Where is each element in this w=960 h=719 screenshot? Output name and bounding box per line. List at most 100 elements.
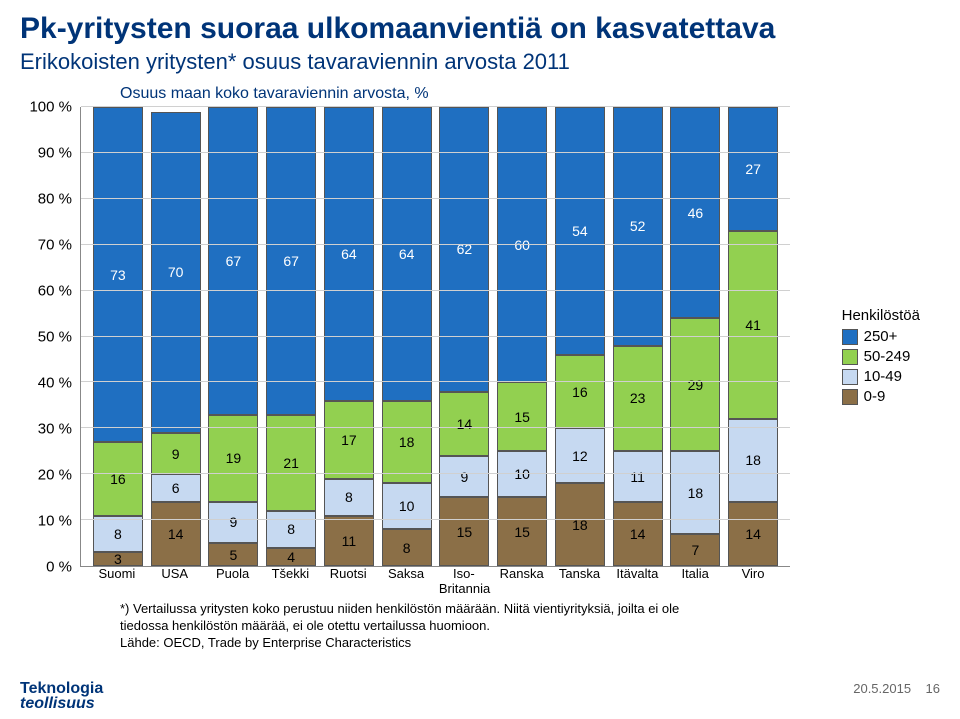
y-tick-label: 20 % bbox=[38, 467, 72, 484]
bar-segment: 67 bbox=[266, 107, 316, 415]
bar-column: 6418108 bbox=[382, 107, 432, 566]
logo-line2: teollisuus bbox=[20, 696, 103, 711]
bar-column: 27411814 bbox=[728, 107, 778, 566]
legend-swatch bbox=[842, 329, 858, 345]
logo: Teknologia teollisuus bbox=[20, 681, 103, 711]
legend-title: Henkilöstöä bbox=[842, 307, 920, 324]
y-tick-label: 10 % bbox=[38, 513, 72, 530]
x-tick-label: USA bbox=[150, 567, 200, 597]
bar-segment: 8 bbox=[93, 516, 143, 553]
x-tick-label: Saksa bbox=[381, 567, 431, 597]
y-axis: 0 %10 %20 %30 %40 %50 %60 %70 %80 %90 %1… bbox=[20, 107, 80, 567]
bars-container: 7316837096146719956721846417811641810862… bbox=[81, 107, 790, 566]
y-tick-label: 40 % bbox=[38, 375, 72, 392]
legend-item: 50-249 bbox=[842, 348, 920, 365]
bar-segment: 16 bbox=[93, 442, 143, 515]
x-tick-label: Tanska bbox=[555, 567, 605, 597]
bar-column: 6214915 bbox=[439, 107, 489, 566]
footnote-line2: tiedossa henkilöstön määrää, ei ole otet… bbox=[120, 618, 940, 635]
bar-segment: 10 bbox=[497, 451, 547, 497]
bar-segment: 67 bbox=[208, 107, 258, 415]
logo-line1: Teknologia bbox=[20, 681, 103, 696]
y-tick-label: 100 % bbox=[29, 99, 72, 116]
y-tick-label: 70 % bbox=[38, 237, 72, 254]
bar-segment: 11 bbox=[613, 451, 663, 501]
y-tick-label: 60 % bbox=[38, 283, 72, 300]
bar-column: 671995 bbox=[208, 107, 258, 566]
x-tick-label: Ruotsi bbox=[323, 567, 373, 597]
bar-segment: 15 bbox=[497, 497, 547, 566]
legend-label: 50-249 bbox=[864, 348, 911, 365]
footnote-line1: *) Vertailussa yritysten koko perustuu n… bbox=[120, 601, 940, 618]
footer-meta: 20.5.2015 16 bbox=[853, 681, 940, 711]
bar-segment: 5 bbox=[208, 543, 258, 566]
bar-column: 709614 bbox=[151, 107, 201, 566]
bar-segment: 9 bbox=[151, 433, 201, 474]
bar-segment: 14 bbox=[613, 502, 663, 566]
bar-segment: 4 bbox=[266, 548, 316, 566]
y-tick-label: 50 % bbox=[38, 329, 72, 346]
bar-segment: 10 bbox=[382, 483, 432, 529]
bar-segment: 18 bbox=[382, 401, 432, 484]
x-tick-label: Ranska bbox=[497, 567, 547, 597]
x-tick-label: Suomi bbox=[92, 567, 142, 597]
bar-segment: 21 bbox=[266, 415, 316, 511]
bar-segment: 15 bbox=[497, 382, 547, 451]
bar-segment: 9 bbox=[439, 456, 489, 497]
bar-segment: 9 bbox=[208, 502, 258, 543]
bar-segment: 11 bbox=[324, 516, 374, 566]
x-tick-label: Tšekki bbox=[265, 567, 315, 597]
bar-column: 54161218 bbox=[555, 107, 605, 566]
legend-label: 250+ bbox=[864, 328, 898, 345]
source-line: Lähde: OECD, Trade by Enterprise Charact… bbox=[120, 635, 940, 652]
legend-label: 10-49 bbox=[864, 368, 902, 385]
y-tick-label: 30 % bbox=[38, 421, 72, 438]
bar-segment: 7 bbox=[670, 534, 720, 566]
bar-column: 731683 bbox=[93, 107, 143, 566]
bar-segment: 23 bbox=[613, 346, 663, 452]
bar-segment: 60 bbox=[497, 107, 547, 382]
bar-segment: 17 bbox=[324, 401, 374, 479]
bar-segment: 14 bbox=[728, 502, 778, 566]
bar-segment: 14 bbox=[439, 392, 489, 456]
bar-segment: 54 bbox=[555, 107, 605, 355]
bar-segment: 16 bbox=[555, 355, 605, 428]
bar-segment: 15 bbox=[439, 497, 489, 566]
chart: 0 %10 %20 %30 %40 %50 %60 %70 %80 %90 %1… bbox=[20, 107, 940, 567]
footer-page: 16 bbox=[926, 681, 940, 696]
legend: Henkilöstöä 250+ 50-249 10-49 0-9 bbox=[842, 307, 920, 408]
x-tick-label: Italia bbox=[670, 567, 720, 597]
bar-segment: 18 bbox=[555, 483, 605, 566]
legend-swatch bbox=[842, 389, 858, 405]
bar-column: 60151015 bbox=[497, 107, 547, 566]
bar-segment: 27 bbox=[728, 107, 778, 231]
bar-segment: 52 bbox=[613, 107, 663, 346]
chart-caption: Osuus maan koko tavaraviennin arvosta, % bbox=[120, 85, 940, 103]
bar-segment: 14 bbox=[151, 502, 201, 566]
bar-segment: 46 bbox=[670, 107, 720, 318]
legend-item: 10-49 bbox=[842, 368, 920, 385]
bar-column: 4629187 bbox=[670, 107, 720, 566]
bar-segment: 12 bbox=[555, 428, 605, 483]
x-tick-label: Iso-Britannia bbox=[439, 567, 489, 597]
x-tick-label: Puola bbox=[208, 567, 258, 597]
bar-segment: 3 bbox=[93, 552, 143, 566]
bar-column: 6417811 bbox=[324, 107, 374, 566]
y-tick-label: 0 % bbox=[46, 559, 72, 576]
bar-segment: 8 bbox=[266, 511, 316, 548]
bar-segment: 62 bbox=[439, 107, 489, 392]
legend-swatch bbox=[842, 369, 858, 385]
bar-segment: 18 bbox=[670, 451, 720, 534]
y-tick-label: 90 % bbox=[38, 145, 72, 162]
bar-segment: 8 bbox=[382, 529, 432, 566]
legend-label: 0-9 bbox=[864, 388, 886, 405]
slide-title: Pk-yritysten suoraa ulkomaanvientiä on k… bbox=[20, 12, 940, 45]
y-tick-label: 80 % bbox=[38, 191, 72, 208]
bar-segment: 70 bbox=[151, 112, 201, 433]
bar-column: 52231114 bbox=[613, 107, 663, 566]
bar-segment: 73 bbox=[93, 107, 143, 442]
bar-column: 672184 bbox=[266, 107, 316, 566]
x-axis-labels: Suomi USA PuolaTšekki Ruotsi Saksa Iso-Britan… bbox=[80, 567, 790, 597]
x-tick-label: Viro bbox=[728, 567, 778, 597]
bar-segment: 6 bbox=[151, 474, 201, 502]
